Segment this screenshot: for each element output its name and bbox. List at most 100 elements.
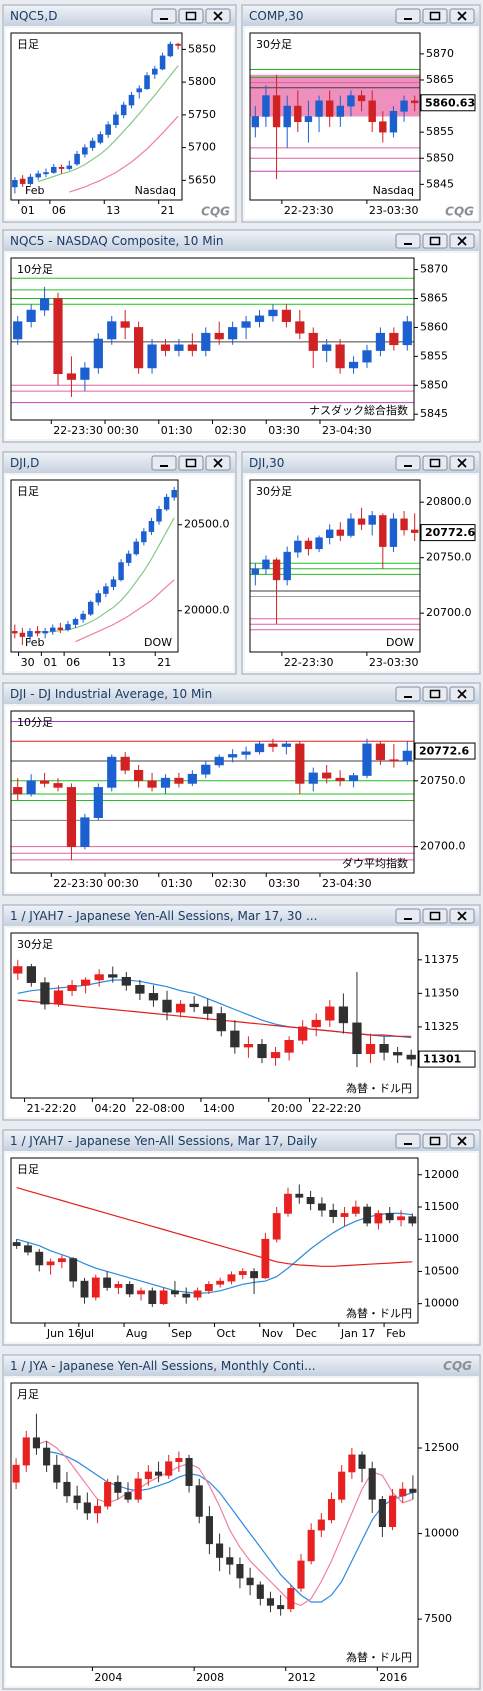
annotation: 日足 xyxy=(17,485,39,498)
moving-average xyxy=(75,579,175,643)
button-face xyxy=(395,8,421,24)
candle-body xyxy=(400,518,408,531)
button-icon xyxy=(213,11,223,21)
candle-body xyxy=(304,116,313,123)
candle-body xyxy=(103,1277,112,1288)
x-tick-label: Sep xyxy=(171,1327,192,1340)
candle-body xyxy=(362,350,372,363)
candle-body xyxy=(389,332,399,346)
y-tick-label: 20700.0 xyxy=(426,606,472,619)
annotation: Nasdaq xyxy=(135,184,176,197)
close-button[interactable] xyxy=(449,233,475,249)
candle-body xyxy=(39,298,50,311)
candle-body xyxy=(57,1258,66,1263)
close-button[interactable] xyxy=(205,8,231,24)
title-bar xyxy=(4,453,235,473)
y-tick-label: 20800.0 xyxy=(426,495,472,508)
button-icon xyxy=(185,458,197,468)
close-button[interactable] xyxy=(449,686,475,702)
candle-body xyxy=(294,540,302,553)
restore-button[interactable] xyxy=(422,455,448,471)
y-tick-label: 5850 xyxy=(426,151,454,164)
candle-body xyxy=(148,993,159,1001)
candle-body xyxy=(389,518,398,547)
candle-body xyxy=(40,982,50,1005)
candle-body xyxy=(93,1505,102,1514)
candle-body xyxy=(35,173,41,178)
annotation: 為替・ドル円 xyxy=(346,1650,412,1664)
candle-body xyxy=(160,344,171,351)
candle-body xyxy=(262,559,270,570)
last-price-label: 20772.6 xyxy=(419,745,469,758)
candle-body xyxy=(241,751,251,755)
button-face xyxy=(422,8,448,24)
candle-body xyxy=(165,1461,173,1476)
minimize-button[interactable] xyxy=(395,455,421,471)
chart-window: DJI,30 20700.0 20750.0 20800.0 20772.6 22-23:… xyxy=(241,451,481,675)
candle-body xyxy=(148,1290,157,1304)
candle-body xyxy=(137,1290,145,1295)
close-button[interactable] xyxy=(205,455,231,471)
candle-body xyxy=(254,743,265,753)
y-tick-label: 5855 xyxy=(426,125,454,138)
candle-body xyxy=(246,1577,254,1586)
candle-body xyxy=(125,1284,134,1295)
chart-window: DJI - DJ Industrial Average, 10 Min 20700… xyxy=(2,682,481,896)
minimize-button[interactable] xyxy=(395,908,421,924)
restore-button[interactable] xyxy=(422,686,448,702)
candle-body xyxy=(24,1245,32,1253)
restore-button[interactable] xyxy=(178,8,204,24)
button-icon xyxy=(457,911,467,921)
x-tick-label: 00:30 xyxy=(107,877,139,890)
button-face xyxy=(422,686,448,702)
button-face xyxy=(395,233,421,249)
candle-body xyxy=(66,787,77,847)
restore-button[interactable] xyxy=(422,908,448,924)
minimize-button[interactable] xyxy=(151,8,177,24)
minimize-button[interactable] xyxy=(395,686,421,702)
candle-body xyxy=(365,1044,376,1055)
close-button[interactable] xyxy=(449,1133,475,1149)
candle-body xyxy=(80,1280,89,1298)
candle-body xyxy=(80,367,90,380)
restore-button[interactable] xyxy=(422,8,448,24)
last-price-label: 5860.63 xyxy=(425,96,475,109)
y-tick-label: 20500.0 xyxy=(184,518,230,531)
cqg-logo: CQG xyxy=(201,205,230,219)
candle-body xyxy=(141,531,147,543)
annotation: 10分足 xyxy=(17,263,53,276)
button-icon xyxy=(429,689,441,699)
annotation: DOW xyxy=(144,636,172,649)
candle-body xyxy=(26,309,36,322)
close-button[interactable] xyxy=(449,908,475,924)
button-icon xyxy=(457,11,467,21)
x-tick-label: 04:20 xyxy=(94,1102,126,1115)
y-tick-label: 20700.0 xyxy=(420,840,466,853)
x-tick-label: 22-23:30 xyxy=(53,877,103,890)
candle-body xyxy=(338,1471,346,1500)
restore-button[interactable] xyxy=(178,455,204,471)
restore-button[interactable] xyxy=(422,1133,448,1149)
minimize-button[interactable] xyxy=(395,8,421,24)
candle-body xyxy=(336,105,345,117)
minimize-button[interactable] xyxy=(395,233,421,249)
candle-body xyxy=(322,344,332,351)
button-face xyxy=(178,455,204,471)
candle-body xyxy=(347,518,355,536)
x-tick-label: 01:30 xyxy=(161,877,193,890)
button-icon xyxy=(429,11,441,21)
minimize-button[interactable] xyxy=(151,455,177,471)
candle-body xyxy=(110,579,117,587)
plot-border xyxy=(10,479,179,653)
minimize-button[interactable] xyxy=(395,1133,421,1149)
candle-body xyxy=(348,775,359,782)
close-button[interactable] xyxy=(449,455,475,471)
candle-body xyxy=(317,1203,326,1211)
candle-body xyxy=(408,1216,417,1224)
close-button[interactable] xyxy=(449,8,475,24)
candle-body xyxy=(13,966,23,974)
candle-body xyxy=(311,1019,321,1028)
restore-button[interactable] xyxy=(422,233,448,249)
y-tick-label: 5865 xyxy=(426,73,454,86)
